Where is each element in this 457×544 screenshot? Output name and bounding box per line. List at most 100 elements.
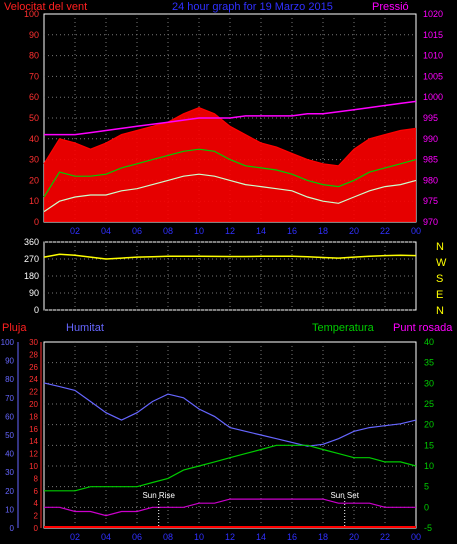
y-tick-label: 975 [423,196,438,206]
y-tick-label: 30 [29,155,39,165]
y-tick-label: 90 [29,288,39,298]
y-tick-label: 990 [423,134,438,144]
y-tick-label: 90 [29,30,39,40]
y-tick-label: 60 [5,412,14,421]
pressure-line [44,100,417,136]
y-tick-label: 0 [424,502,429,512]
x-tick-label: 06 [132,226,142,236]
sun-marker-label: Sun Rise [142,491,175,500]
y-tick-label: 24 [29,375,38,384]
x-tick-label: 16 [287,226,297,236]
gust-line [43,106,417,167]
direction-series [43,253,417,260]
y-tick-label: 20 [424,420,434,430]
y-tick-label: 50 [29,113,39,123]
temperature-y-axis: -5 0 5 10 15 20 25 30 35 40 [424,337,434,533]
x-tick-label: 20 [349,226,359,236]
direction-line [43,253,417,260]
y-tick-label: 8 [34,474,39,483]
y-tick-label: 0 [10,524,15,533]
wind-series [43,100,417,222]
dewpoint-line [44,498,416,517]
x-tick-label: 04 [101,226,111,236]
speed-line [43,173,417,213]
y-tick-label: 10 [5,505,14,514]
temp-x-axis: 02 04 06 08 10 12 14 16 18 20 22 00 [70,532,421,542]
y-tick-label: 16 [29,425,38,434]
y-tick-label: 22 [29,388,38,397]
y-tick-label: 12 [29,450,38,459]
y-tick-label: 50 [5,431,14,440]
humidity-axis-label: Humitat [66,322,104,334]
compass-label: W [436,257,447,269]
y-tick-label: 0 [34,524,39,533]
sun-markers: Sun Rise Sun Set [142,491,360,528]
x-tick-label: 08 [163,532,173,542]
y-tick-label: 270 [24,254,39,264]
y-tick-label: 100 [1,338,15,347]
y-tick-label: 0 [34,217,39,227]
x-tick-label: 08 [163,226,173,236]
x-tick-label: 00 [411,226,421,236]
y-tick-label: 10 [424,461,434,471]
x-tick-label: 12 [225,532,235,542]
y-tick-label: 1000 [423,92,443,102]
average-line [43,148,417,198]
pressure-y-axis-right: 970 975 980 985 990 995 1000 1005 1010 1015 1020 [423,9,443,227]
x-tick-label: 22 [380,532,390,542]
y-tick-label: 1020 [423,9,443,19]
x-tick-label: 10 [194,532,204,542]
x-tick-label: 02 [70,226,80,236]
y-tick-label: 28 [29,350,38,359]
temp-series [43,382,417,528]
pressure-axis-label: Pressió [372,1,409,13]
y-tick-label: 5 [424,482,429,492]
y-tick-label: 995 [423,113,438,123]
x-tick-label: 18 [318,532,328,542]
dewpoint-axis-label: Punt rosada [393,322,453,334]
x-tick-label: 14 [256,532,266,542]
y-tick-label: 30 [29,338,38,347]
gust-area [44,107,416,222]
y-tick-label: 30 [5,468,14,477]
compass-label: E [436,289,443,301]
y-tick-label: 14 [29,437,38,446]
y-tick-label: 1015 [423,30,443,40]
y-tick-label: 1005 [423,71,443,81]
compass-label: N [436,305,444,317]
y-tick-label: 35 [424,358,434,368]
y-tick-label: 25 [424,399,434,409]
y-tick-label: 100 [24,9,39,19]
y-tick-label: 4 [34,499,39,508]
chart-title: 24 hour graph for 19 Marzo 2015 [172,1,333,13]
rain-axis-label: Pluja [2,322,27,334]
x-tick-label: 02 [70,532,80,542]
compass-label: N [436,241,444,253]
wind-axis-label: Velocitat del vent [4,1,87,13]
y-tick-label: 60 [29,92,39,102]
y-tick-label: 40 [29,134,39,144]
y-tick-label: 0 [34,305,39,315]
y-tick-label: 18 [29,412,38,421]
y-tick-label: 30 [424,378,434,388]
y-tick-label: 70 [29,71,39,81]
y-tick-label: 20 [29,175,39,185]
wind-x-axis: 02 04 06 08 10 12 14 16 18 20 22 00 [70,226,421,236]
temp-grid [44,342,416,528]
x-tick-label: 22 [380,226,390,236]
y-tick-label: 6 [34,487,39,496]
y-tick-label: 80 [29,51,39,61]
y-tick-label: 70 [5,394,14,403]
y-tick-label: 20 [5,487,14,496]
x-tick-label: 20 [349,532,359,542]
y-tick-label: 90 [5,357,14,366]
y-tick-label: -5 [424,523,432,533]
humidity-line [43,382,417,447]
direction-grid [44,241,416,311]
humidity-y-axis: 0 10 20 30 40 50 60 70 80 90 100 [1,338,19,533]
